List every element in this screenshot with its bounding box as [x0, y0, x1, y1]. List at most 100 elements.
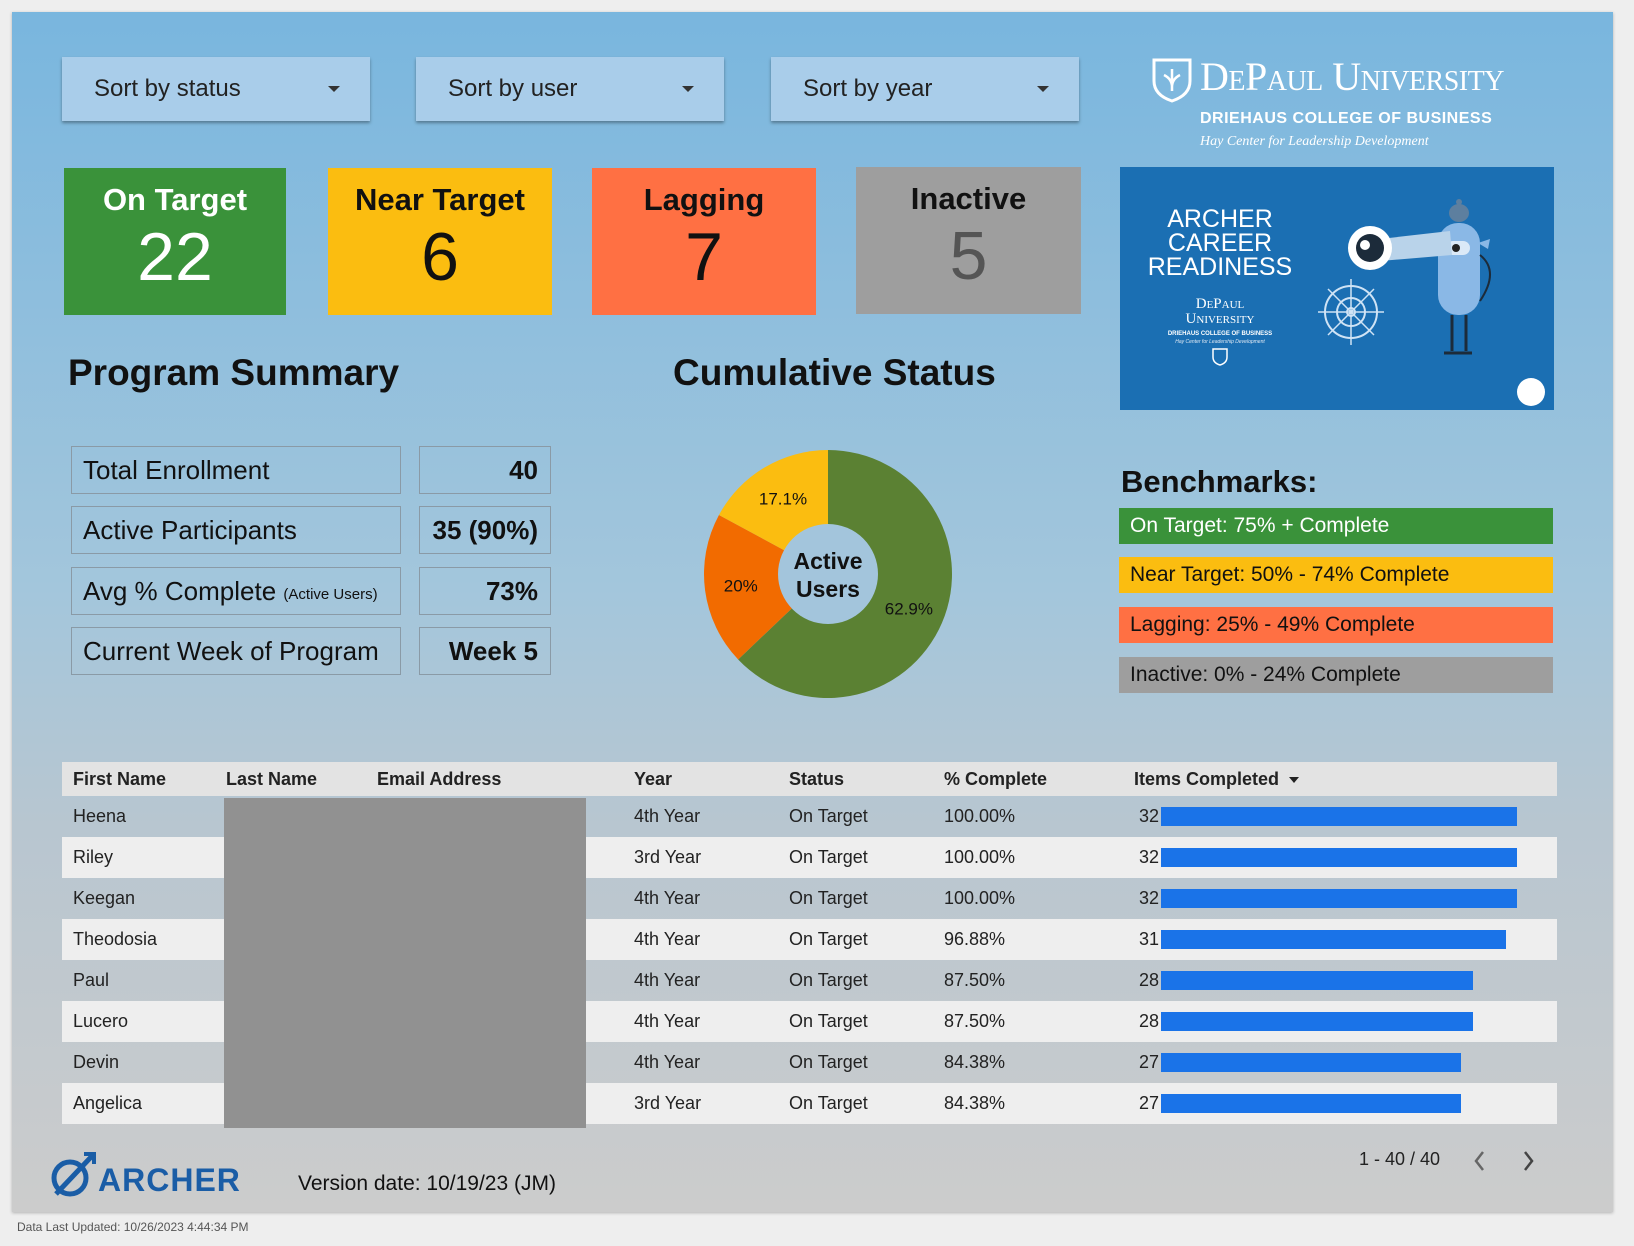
benchmark-lagging: Lagging: 25% - 49% Complete — [1119, 607, 1553, 643]
banner-university-line: DePaul — [1195, 296, 1245, 312]
year-cell: 4th Year — [634, 970, 701, 990]
pie-slice-label: 17.1% — [759, 489, 807, 508]
caret-down-icon — [1037, 86, 1049, 92]
items-completed-value: 28 — [1138, 1011, 1159, 1031]
benchmarks-title: Benchmarks: — [1121, 464, 1318, 499]
dropdown-label: Sort by status — [94, 75, 241, 102]
items-completed-bar — [1161, 1012, 1473, 1031]
status-cell: On Target — [778, 1001, 933, 1042]
status-cell: On Target — [789, 806, 868, 826]
summary-label-text: Avg % Complete — [83, 575, 277, 606]
compass-icon — [1318, 279, 1384, 345]
items-completed-bar — [1161, 1094, 1461, 1113]
donut-hole — [778, 524, 878, 624]
pie-slice-lagging[interactable] — [704, 514, 828, 660]
pct-complete-cell: 87.50% — [944, 970, 1006, 990]
status-cell: On Target — [778, 919, 933, 960]
items-completed-value: 27 — [1138, 1052, 1159, 1072]
year-cell: 4th Year — [634, 1052, 701, 1072]
depaul-shield-icon — [1212, 348, 1228, 366]
column-header-pct-complete[interactable]: % Complete — [933, 762, 1123, 796]
pie-slice-label: 20% — [724, 577, 758, 596]
summary-value: 40 — [419, 446, 551, 494]
redacted-block — [224, 798, 586, 1128]
column-header-email[interactable]: Email Address — [366, 762, 623, 796]
next-page-icon[interactable] — [1520, 1149, 1536, 1173]
pct-complete-cell: 84.38% — [944, 1052, 1006, 1072]
year-cell: 4th Year — [623, 919, 778, 960]
archer-badge-icon — [1517, 378, 1545, 406]
kpi-value: 22 — [137, 219, 213, 295]
items-completed-value: 31 — [1138, 929, 1159, 949]
items-completed-cell: 28 — [1123, 960, 1557, 1001]
summary-label: Active Participants — [71, 506, 401, 554]
table-row[interactable]: Heena 4th Year On Target 100.00% 32 — [62, 796, 1557, 837]
cumulative-status-donut-chart: Active Users 62.9% 20% 17.1% — [704, 450, 952, 698]
kpi-label: On Target — [102, 182, 248, 217]
year-cell: 4th Year — [623, 1001, 778, 1042]
kpi-on-target: On Target 22 — [64, 168, 286, 315]
kpi-inactive: Inactive 5 — [856, 167, 1081, 314]
summary-label-note: (Active Users) — [283, 585, 378, 603]
sort-by-status-dropdown[interactable]: Sort by status — [62, 57, 370, 121]
banner-title: ARCHER CAREER READINESS — [1120, 205, 1320, 280]
status-cell: On Target — [778, 837, 933, 878]
first-name-cell: Paul — [73, 970, 110, 990]
caret-down-icon — [328, 86, 340, 92]
items-completed-cell: 32 — [1123, 878, 1557, 919]
items-completed-cell: 31 — [1123, 919, 1557, 960]
column-header-year[interactable]: Year — [623, 762, 778, 796]
benchmark-near-target: Near Target: 50% - 74% Complete — [1119, 557, 1553, 593]
items-completed-value: 32 — [1138, 888, 1159, 908]
table-row[interactable]: Riley 3rd Year On Target 100.00% 32 — [62, 837, 1557, 878]
column-header-last-name[interactable]: Last Name — [215, 762, 366, 796]
banner-university-line: University — [1185, 311, 1255, 327]
donut-center-label: Active — [793, 548, 862, 574]
archer-logo-icon — [51, 1152, 96, 1197]
first-name-cell: Devin — [73, 1052, 120, 1072]
kpi-value: 5 — [949, 218, 988, 294]
first-name-cell: Keegan — [73, 888, 136, 908]
archer-career-readiness-banner: ARCHER CAREER READINESS DePaul Universit… — [1120, 167, 1554, 410]
items-completed-bar — [1161, 889, 1517, 908]
items-completed-cell: 27 — [1123, 1042, 1557, 1083]
year-cell: 4th Year — [634, 888, 701, 908]
banner-title-line: ARCHER — [1167, 205, 1273, 233]
column-header-items-completed[interactable]: Items Completed — [1123, 762, 1557, 796]
summary-value: Week 5 — [419, 627, 551, 675]
items-completed-value: 32 — [1138, 806, 1159, 826]
dropdown-label: Sort by year — [803, 75, 933, 102]
status-cell: On Target — [789, 970, 868, 990]
table-row[interactable]: Paul 4th Year On Target 87.50% 28 — [62, 960, 1557, 1001]
summary-label: Avg % Complete (Active Users) — [71, 567, 401, 615]
report-canvas: Sort by status Sort by user Sort by year… — [12, 12, 1613, 1212]
year-cell: 3rd Year — [623, 837, 778, 878]
pie-slice-label: 62.9% — [885, 600, 933, 619]
summary-label-text: Active Participants — [83, 514, 297, 545]
sort-by-year-dropdown[interactable]: Sort by year — [771, 57, 1079, 121]
cumulative-status-title: Cumulative Status — [673, 352, 996, 393]
college-name: DRIEHAUS COLLEGE OF BUSINESS — [1200, 110, 1493, 127]
items-completed-bar — [1161, 971, 1473, 990]
archer-mascot-illustration — [1348, 199, 1491, 355]
kpi-value: 7 — [685, 219, 723, 295]
year-cell: 4th Year — [634, 806, 701, 826]
benchmark-on-target: On Target: 75% + Complete — [1119, 508, 1553, 544]
items-completed-cell: 28 — [1123, 1001, 1557, 1042]
table-row[interactable]: Devin 4th Year On Target 84.38% 27 — [62, 1042, 1557, 1083]
caret-down-icon — [682, 86, 694, 92]
sort-by-user-dropdown[interactable]: Sort by user — [416, 57, 724, 121]
year-cell: 3rd Year — [623, 1083, 778, 1124]
depaul-logo: DePaul University DRIEHAUS COLLEGE OF BU… — [1150, 54, 1530, 155]
pct-complete-cell: 84.38% — [933, 1083, 1123, 1124]
version-date: Version date: 10/19/23 (JM) — [298, 1172, 556, 1195]
table-row[interactable]: Keegan 4th Year On Target 100.00% 32 — [62, 878, 1557, 919]
items-completed-value: 32 — [1138, 847, 1159, 867]
pct-complete-cell: 100.00% — [944, 806, 1016, 826]
column-header-first-name[interactable]: First Name — [62, 762, 215, 796]
previous-page-icon[interactable] — [1472, 1149, 1488, 1173]
items-completed-bar — [1161, 848, 1517, 867]
banner-college: DRIEHAUS COLLEGE OF BUSINESS — [1167, 331, 1273, 337]
items-completed-cell: 32 — [1123, 837, 1557, 878]
column-header-status[interactable]: Status — [778, 762, 933, 796]
